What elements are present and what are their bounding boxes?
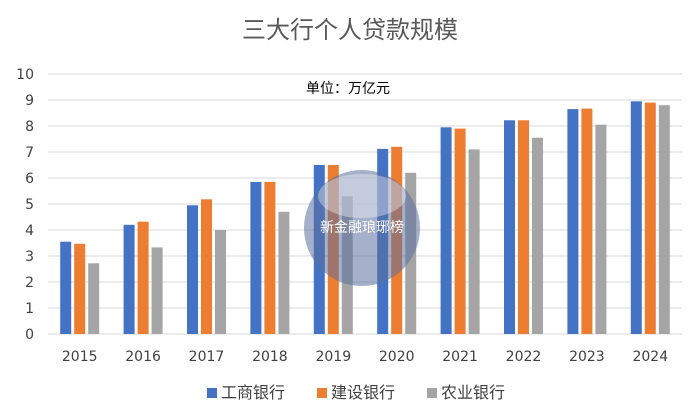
legend-swatch [427,388,437,398]
y-tick-label: 10 [16,67,34,83]
bar-2022-2 [518,120,529,334]
x-axis-ticks: 2015 2016 2017 2018 2019 2020 2021 2022 2023 2024 [62,349,668,365]
y-tick-label: 8 [25,119,34,135]
legend-label: 农业银行 [441,383,505,402]
x-tick-label: 2018 [252,349,288,365]
legend-swatch [317,388,327,398]
chart-title: 三大行个人贷款规模 [242,16,458,44]
y-tick-label: 7 [25,145,34,161]
x-tick-label: 2020 [379,349,415,365]
bar-2016-3 [151,247,163,334]
bar-2017-1 [187,205,198,334]
bar-2017-3 [215,230,226,334]
unit-label: 单位：万亿元 [306,81,390,97]
bar-2016-2 [137,221,149,334]
y-tick-label: 0 [25,327,34,343]
bar-2024-3 [658,105,670,334]
bar-2023-3 [595,124,607,334]
watermark-globe [304,170,420,286]
legend-swatch [207,388,217,398]
x-tick-label: 2015 [62,349,98,365]
bar-2016-1 [123,224,135,334]
x-tick-label: 2023 [569,349,605,365]
y-tick-label: 6 [25,171,34,187]
legend-label: 建设银行 [331,383,395,402]
bar-2021-2 [454,128,466,334]
y-tick-label: 5 [25,197,34,213]
legend: 工商银行 建设银行 农业银行 [207,383,505,402]
y-tick-label: 4 [25,223,34,239]
x-tick-label: 2016 [125,349,161,365]
x-tick-label: 2019 [315,349,351,365]
bar-2015-2 [74,243,86,334]
bar-2021-3 [468,149,480,334]
bar-2021-1 [440,127,452,334]
x-tick-label: 2024 [632,349,668,365]
legend-label: 工商银行 [221,383,285,402]
watermark: 新金融琅琊榜 [304,170,420,286]
bar-2024-2 [644,102,656,334]
x-tick-label: 2022 [506,349,542,365]
y-axis-ticks: 0 1 2 3 4 5 6 7 8 9 10 [16,67,34,343]
x-tick-label: 2021 [442,349,478,365]
bar-2018-2 [264,181,276,334]
bar-2018-3 [278,211,290,334]
y-tick-label: 1 [25,301,34,317]
x-tick-label: 2017 [189,349,225,365]
watermark-text: 新金融琅琊榜 [320,219,404,236]
bar-2015-1 [60,241,72,334]
y-tick-label: 3 [25,249,34,265]
y-tick-label: 2 [25,275,34,291]
bar-2023-1 [567,109,579,334]
watermark-globe-highlight [318,174,406,218]
bar-2018-1 [250,181,262,334]
bar-2015-3 [88,263,100,334]
y-tick-label: 9 [25,93,34,109]
bar-2023-2 [581,108,593,334]
bar-2017-2 [201,199,212,334]
bar-2024-1 [630,101,642,334]
bar-2022-3 [532,137,543,334]
bar-2022-1 [504,120,515,334]
